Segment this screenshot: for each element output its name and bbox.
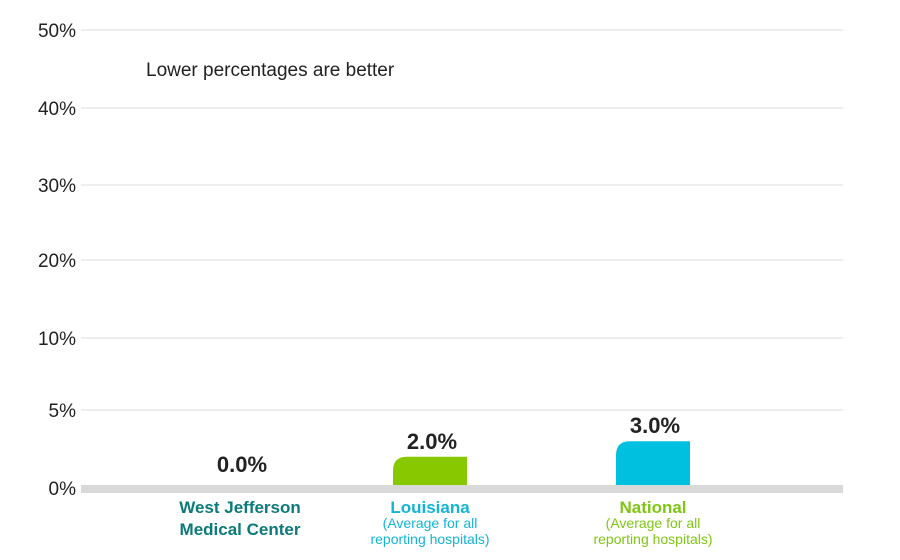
- bar: [616, 441, 690, 486]
- category-name: National: [619, 498, 686, 517]
- category-subtitle: (Average for all: [606, 515, 701, 531]
- y-tick-label: 0%: [49, 479, 77, 500]
- y-tick-label: 5%: [49, 401, 77, 422]
- bar: [393, 456, 467, 486]
- y-tick-label: 40%: [38, 99, 76, 120]
- category-subtitle: (Average for all: [383, 515, 478, 531]
- chart-note: Lower percentages are better: [146, 60, 395, 81]
- y-tick-label: 10%: [38, 329, 76, 350]
- y-tick-label: 50%: [38, 21, 76, 42]
- y-tick-label: 20%: [38, 251, 76, 272]
- grid-lines: [81, 29, 843, 411]
- category-name: West Jefferson: [179, 498, 301, 517]
- bars: [393, 441, 690, 486]
- bar-value-label: 3.0%: [630, 413, 680, 438]
- bar-value-label: 2.0%: [407, 429, 457, 454]
- category-name: Louisiana: [390, 498, 470, 517]
- y-tick-label: 30%: [38, 176, 76, 197]
- category-name: Medical Center: [180, 520, 301, 539]
- category-labels: 0.0% West Jefferson Medical Center 2.0% Loui…: [179, 413, 712, 547]
- y-axis-tick-labels: 0% 5% 10% 20% 30% 40% 50%: [38, 21, 76, 500]
- x-axis-baseline: [81, 485, 843, 493]
- category-subtitle: reporting hospitals): [593, 531, 712, 547]
- category-subtitle: reporting hospitals): [370, 531, 489, 547]
- bar-value-label: 0.0%: [217, 452, 267, 477]
